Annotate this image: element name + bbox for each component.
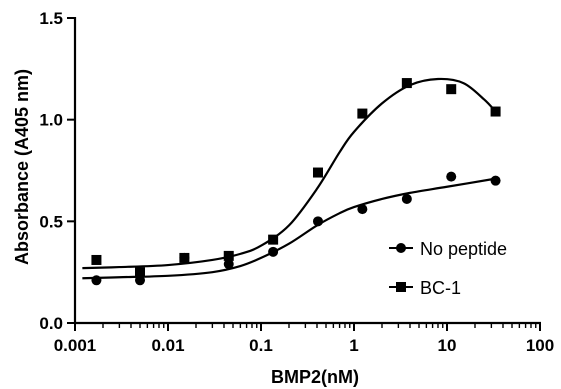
y-tick-label: 0.0 bbox=[39, 314, 63, 333]
data-point-no-peptide bbox=[268, 246, 279, 257]
data-point-bc-1 bbox=[357, 108, 368, 119]
y-tick-label: 1.5 bbox=[39, 9, 63, 28]
x-tick-label: 0.001 bbox=[54, 336, 97, 355]
x-tick-label: 0.01 bbox=[151, 336, 184, 355]
data-point-bc-1 bbox=[135, 267, 146, 278]
fit-curves bbox=[82, 77, 497, 280]
y-axis-title: Absorbance (A405 nm) bbox=[12, 69, 32, 265]
data-point-no-peptide bbox=[401, 193, 412, 204]
data-point-bc-1 bbox=[179, 252, 190, 263]
y-tick-label: 0.5 bbox=[39, 212, 63, 231]
data-point-bc-1 bbox=[490, 106, 501, 117]
data-point-no-peptide bbox=[223, 259, 234, 270]
fit-curve-bc-1 bbox=[82, 77, 497, 270]
x-tick-label: 10 bbox=[438, 336, 457, 355]
axes bbox=[73, 17, 541, 325]
data-point-bc-1 bbox=[268, 234, 279, 245]
data-point-no-peptide bbox=[91, 275, 102, 286]
data-point-no-peptide bbox=[312, 216, 323, 227]
data-point-bc-1 bbox=[312, 167, 323, 178]
x-tick-label: 1 bbox=[349, 336, 358, 355]
data-point-no-peptide bbox=[357, 204, 368, 215]
data-points bbox=[91, 78, 501, 286]
data-point-no-peptide bbox=[446, 171, 457, 182]
data-point-bc-1 bbox=[446, 84, 457, 95]
y-tick-label: 1.0 bbox=[39, 111, 63, 130]
x-axis-title: BMP2(nM) bbox=[271, 367, 359, 387]
legend: No peptide BC-1 bbox=[389, 239, 507, 298]
x-tick-label: 100 bbox=[526, 336, 554, 355]
data-point-no-peptide bbox=[490, 175, 501, 186]
data-point-no-peptide bbox=[135, 275, 146, 286]
fit-curve-no-peptide bbox=[82, 177, 496, 280]
y-axis-ticks: 0.0 0.5 1.0 1.5 bbox=[39, 9, 75, 333]
legend-label-bc-1: BC-1 bbox=[420, 278, 461, 298]
data-point-bc-1 bbox=[401, 78, 412, 89]
legend-label-no-peptide: No peptide bbox=[420, 239, 507, 259]
x-axis-ticks: 0.001 0.01 0.1 1 10 100 bbox=[54, 323, 554, 355]
x-tick-label: 0.1 bbox=[249, 336, 273, 355]
data-point-bc-1 bbox=[223, 250, 234, 261]
data-point-bc-1 bbox=[91, 254, 102, 265]
